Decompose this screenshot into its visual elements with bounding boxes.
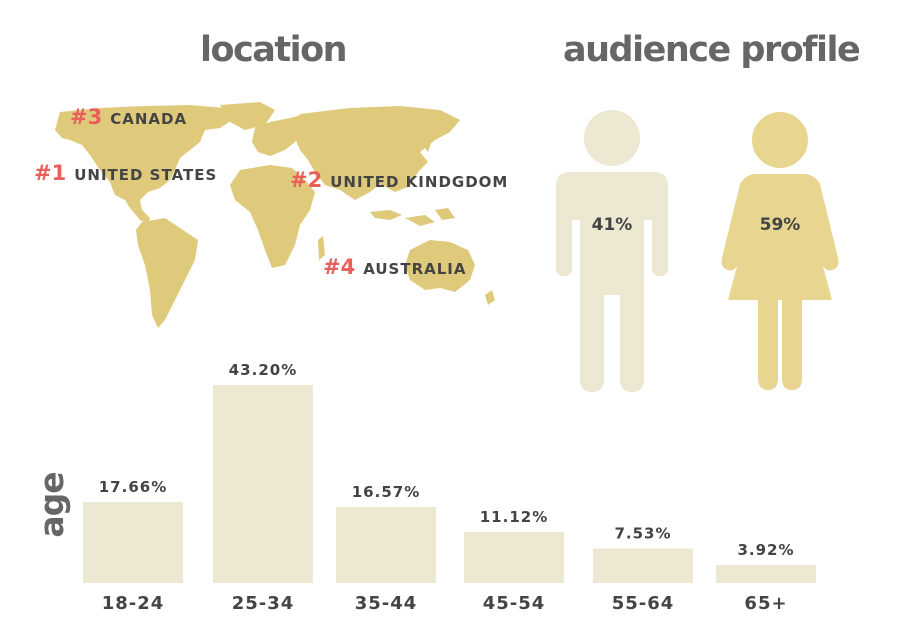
bar-18-24 [83, 502, 183, 583]
world-map [55, 102, 495, 328]
bar-65+ [716, 565, 816, 583]
category-label: 45-54 [483, 593, 546, 614]
location-rank-3: #3 CANADA [70, 105, 187, 129]
country-label: UNITED KINDGDOM [330, 173, 509, 191]
bar-value-label: 11.12% [480, 508, 548, 526]
bar-55-64 [593, 548, 693, 583]
category-label: 65+ [744, 593, 787, 614]
location-rank-1: #1 UNITED STATES [34, 161, 217, 185]
bar-value-label: 16.57% [352, 483, 420, 501]
bar-value-label: 7.53% [614, 524, 671, 542]
location-title: location [200, 30, 348, 70]
rank-label: #3 [70, 105, 103, 129]
bar-value-label: 3.92% [737, 541, 794, 559]
audience-profile-figures: 41% 59% [556, 110, 839, 392]
country-label: CANADA [110, 110, 188, 128]
bar-45-54 [464, 532, 564, 583]
location-rank-4: #4 AUSTRALIA [323, 255, 467, 279]
country-label: UNITED STATES [74, 166, 218, 184]
rank-label: #4 [323, 255, 356, 279]
audience-profile-title: audience profile [563, 30, 861, 70]
category-label: 35-44 [355, 593, 418, 614]
bar-25-34 [213, 385, 313, 583]
category-label: 55-64 [612, 593, 675, 614]
female-percentage: 59% [760, 215, 801, 235]
bar-value-label: 17.66% [99, 478, 167, 496]
category-label: 18-24 [102, 593, 165, 614]
bar-35-44 [336, 507, 436, 583]
male-percentage: 41% [592, 215, 633, 235]
country-label: AUSTRALIA [363, 260, 467, 278]
category-label: 25-34 [232, 593, 295, 614]
rank-label: #1 [34, 161, 67, 185]
rank-label: #2 [290, 168, 323, 192]
bar-value-label: 43.20% [229, 361, 297, 379]
location-rank-2: #2 UNITED KINDGDOM [290, 168, 508, 192]
female-figure-icon [721, 112, 839, 390]
male-figure-icon [556, 110, 668, 392]
